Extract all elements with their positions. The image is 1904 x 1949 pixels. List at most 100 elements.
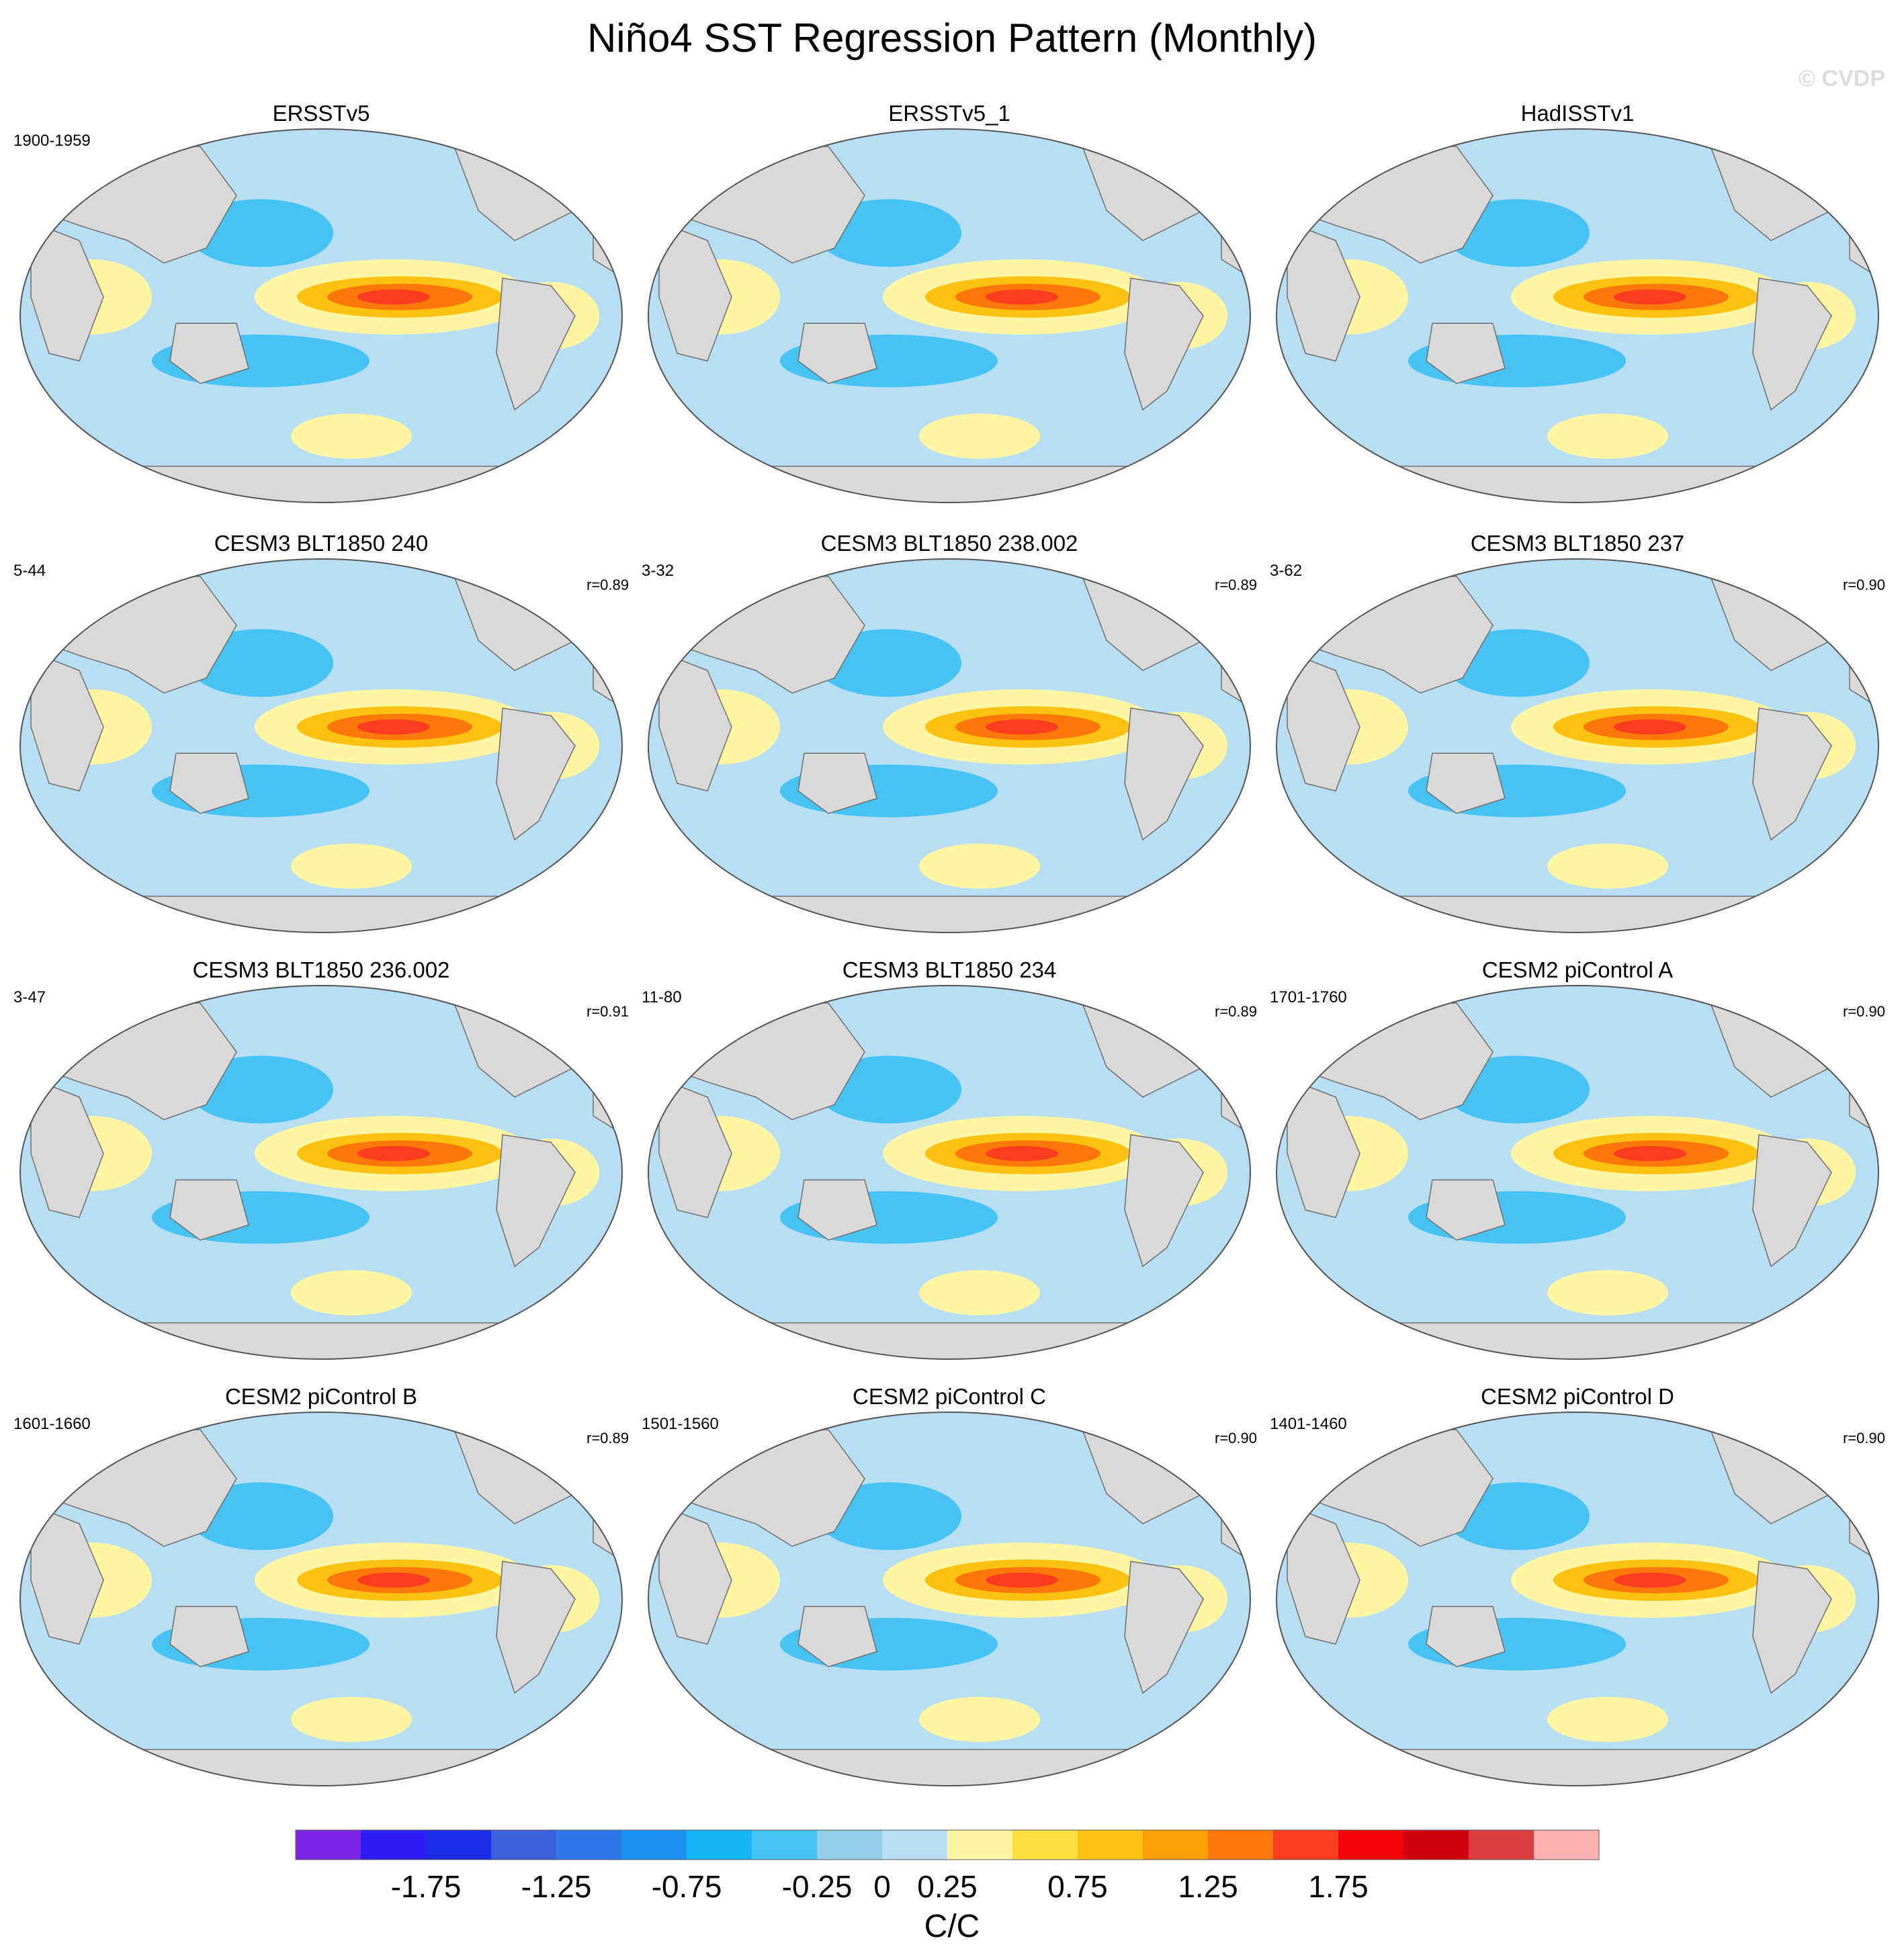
land-mass <box>1305 1322 1850 1359</box>
sst-anomaly-contour <box>919 1270 1040 1315</box>
regression-map <box>1276 1412 1879 1786</box>
panel-period: 3-47 <box>13 988 46 1006</box>
panel-title: CESM3 BLT1850 240 <box>214 531 429 556</box>
sst-anomaly-contour <box>357 1145 430 1162</box>
panel-period: 1401-1460 <box>1270 1415 1347 1433</box>
land-mass <box>1124 1134 1204 1268</box>
land-mass <box>1752 707 1832 841</box>
sst-anomaly-contour <box>291 1696 412 1742</box>
land-mass <box>1305 466 1850 503</box>
land-mass <box>1426 1606 1506 1668</box>
colorbar-swatch <box>1143 1830 1209 1860</box>
panel-title: CESM2 piControl D <box>1481 1384 1674 1409</box>
land-mass <box>496 707 576 841</box>
colorbar-swatch <box>426 1830 492 1860</box>
regression-map <box>1276 128 1879 503</box>
sst-anomaly-contour <box>919 413 1040 459</box>
regression-map <box>1276 558 1879 933</box>
colorbar-swatch <box>947 1830 1013 1860</box>
land-mass <box>797 752 877 814</box>
map-outline <box>648 1412 1251 1786</box>
land-mass <box>496 277 576 411</box>
land-mass <box>677 466 1222 503</box>
map-panel: CESM2 piControl B 1601-1660 r=0.89 <box>12 1384 630 1787</box>
panel-pattern-correlation: r=0.89 <box>1215 576 1257 593</box>
land-mass <box>658 650 732 792</box>
sst-anomaly-contour <box>1547 843 1668 889</box>
land-mass <box>658 1504 732 1645</box>
land-mass <box>658 1077 732 1219</box>
map-outline <box>648 128 1251 503</box>
land-mass <box>797 1606 877 1668</box>
regression-map <box>19 1412 623 1786</box>
colorbar-swatch <box>491 1830 557 1860</box>
map-panel: CESM2 piControl C 1501-1560 r=0.90 <box>640 1384 1258 1787</box>
land-mass <box>677 896 1222 933</box>
panel-title: ERSSTv5_1 <box>888 101 1010 126</box>
land-mass <box>30 1077 104 1219</box>
sst-anomaly-contour <box>986 1572 1058 1588</box>
sst-anomaly-contour <box>1547 413 1668 459</box>
panel-pattern-correlation: r=0.89 <box>587 576 629 593</box>
land-mass <box>1426 322 1506 384</box>
panel-period: 1501-1560 <box>642 1415 719 1433</box>
land-mass <box>1426 752 1506 814</box>
colorbar-swatch <box>621 1830 687 1860</box>
land-mass <box>496 1561 576 1694</box>
land-mass <box>677 1749 1222 1786</box>
colorbar-swatch <box>1534 1830 1600 1860</box>
regression-map <box>648 558 1251 933</box>
colorbar-swatch <box>882 1830 948 1860</box>
panel-title: CESM3 BLT1850 236.002 <box>192 957 450 982</box>
land-mass <box>169 1179 249 1241</box>
sst-anomaly-contour <box>919 1696 1040 1742</box>
panel-period: 11-80 <box>642 988 682 1006</box>
colorbar-unit-label: C/C <box>924 1909 980 1944</box>
colorbar-swatch <box>1208 1830 1274 1860</box>
map-outline <box>19 558 623 933</box>
colorbar-tick-label: 0 <box>873 1869 891 1904</box>
panel-period: 3-32 <box>642 562 675 580</box>
colorbar-tick-label: 0.75 <box>1047 1869 1108 1904</box>
land-mass <box>1287 650 1360 792</box>
chart-title: Niño4 SST Regression Pattern (Monthly) <box>587 15 1317 60</box>
land-mass <box>48 896 594 933</box>
land-mass <box>48 1322 594 1359</box>
colorbar-swatch <box>687 1830 752 1860</box>
colorbar-swatch <box>1273 1830 1339 1860</box>
panel-pattern-correlation: r=0.89 <box>1215 1003 1257 1020</box>
panel-title: CESM2 piControl A <box>1481 957 1674 982</box>
panel-title: HadISSTv1 <box>1520 101 1635 126</box>
land-mass <box>169 752 249 814</box>
panel-pattern-correlation: r=0.89 <box>587 1430 629 1446</box>
panel-period: 5-44 <box>13 562 46 580</box>
panel-period: 1601-1660 <box>13 1415 91 1433</box>
land-mass <box>797 322 877 384</box>
map-panel: ERSSTv5_1 <box>640 101 1258 504</box>
sst-anomaly-contour <box>1614 1572 1686 1588</box>
panel-title: ERSSTv5 <box>272 101 370 126</box>
sst-anomaly-contour <box>1614 289 1686 305</box>
land-mass <box>1426 1179 1506 1241</box>
map-panel: CESM3 BLT1850 237 3-62 r=0.90 <box>1268 531 1887 934</box>
colorbar-swatch <box>1012 1830 1078 1860</box>
map-panel: CESM3 BLT1850 238.002 3-32 r=0.89 <box>640 531 1258 934</box>
map-panel: CESM3 BLT1850 240 5-44 r=0.89 <box>12 531 630 934</box>
land-mass <box>1287 1077 1360 1219</box>
colorbar-tick-label: -1.25 <box>521 1869 592 1904</box>
panel-pattern-correlation: r=0.91 <box>587 1003 629 1020</box>
colorbar-border <box>295 1829 1600 1860</box>
land-mass <box>30 1504 104 1645</box>
map-outline <box>1276 558 1879 933</box>
colorbar-swatch <box>361 1830 427 1860</box>
land-mass <box>1752 1134 1832 1268</box>
sst-anomaly-contour <box>1614 719 1686 735</box>
colorbar-tick-label: 0.25 <box>917 1869 978 1904</box>
map-panel: HadISSTv1 <box>1268 101 1887 504</box>
panel-title: CESM3 BLT1850 238.002 <box>820 531 1078 556</box>
map-outline <box>648 985 1251 1360</box>
land-mass <box>169 1606 249 1668</box>
map-panel: CESM2 piControl A 1701-1760 r=0.90 <box>1268 957 1887 1360</box>
land-mass <box>1305 1749 1850 1786</box>
map-outline <box>19 1412 623 1786</box>
